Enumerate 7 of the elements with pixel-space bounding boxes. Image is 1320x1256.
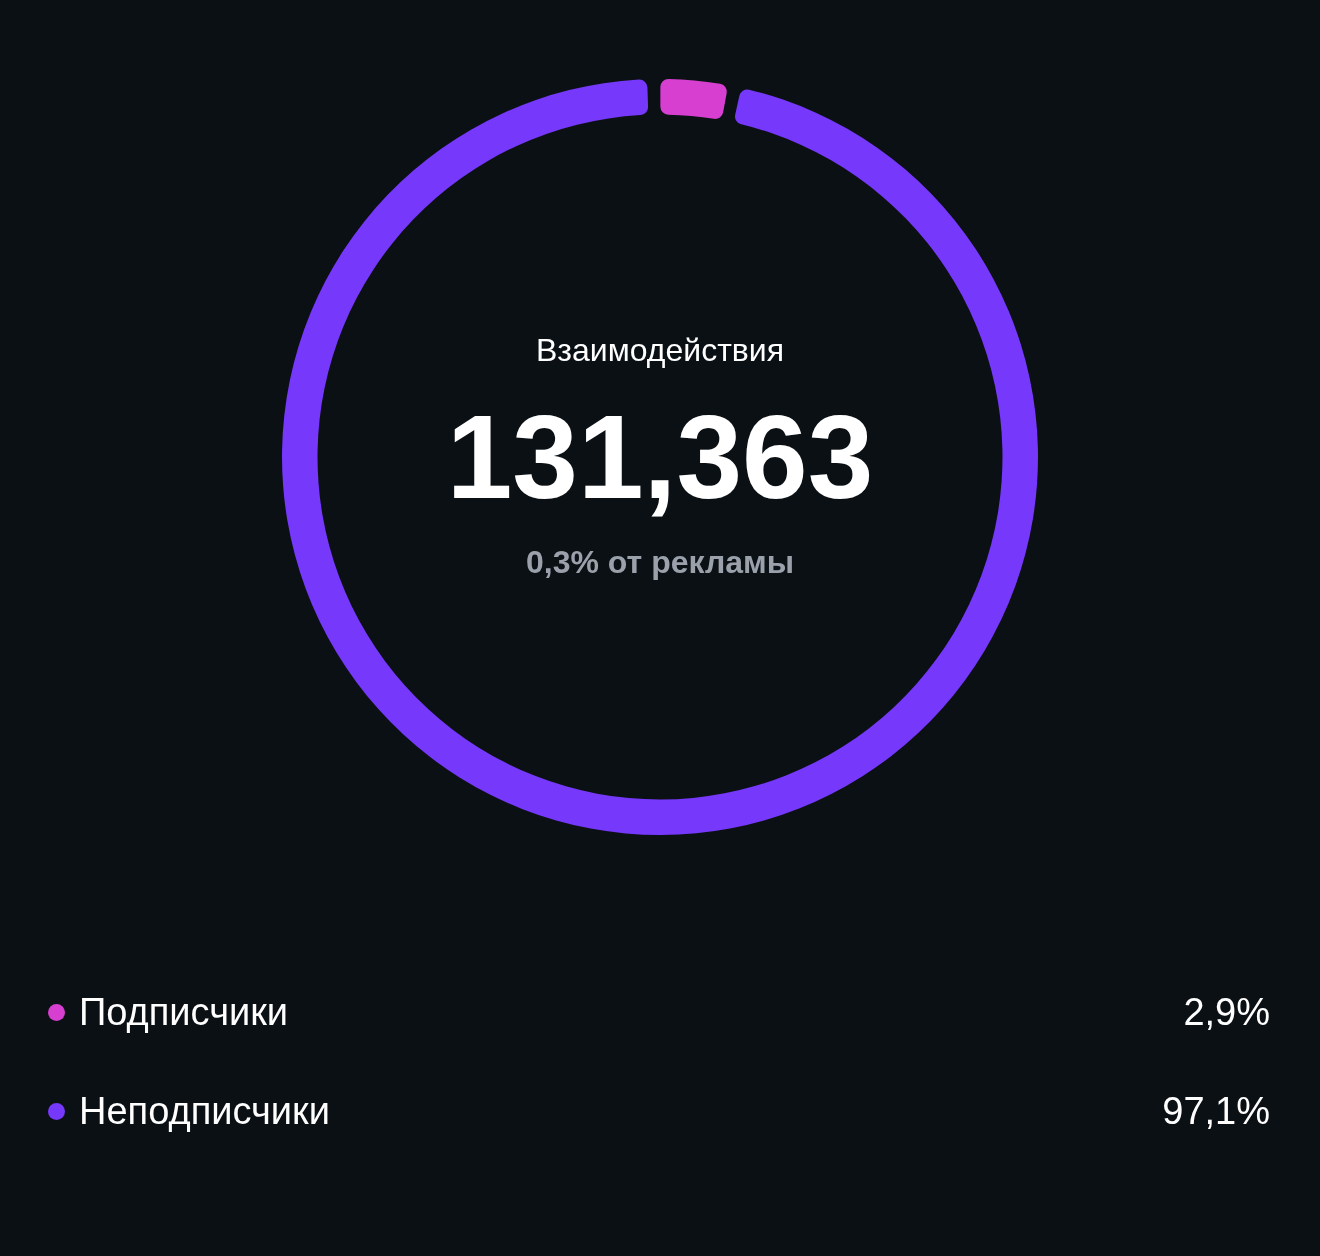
data-label: 2,9% (1183, 991, 1270, 1034)
data-label: 97,1% (1162, 1090, 1270, 1133)
legend-label: Неподписчики (79, 1090, 331, 1133)
text: 0,3% от рекламы (525, 544, 795, 581)
legend-label: Подписчики (79, 991, 290, 1034)
text: 131,363 (445, 391, 875, 523)
text: Взаимодействия (535, 332, 785, 369)
